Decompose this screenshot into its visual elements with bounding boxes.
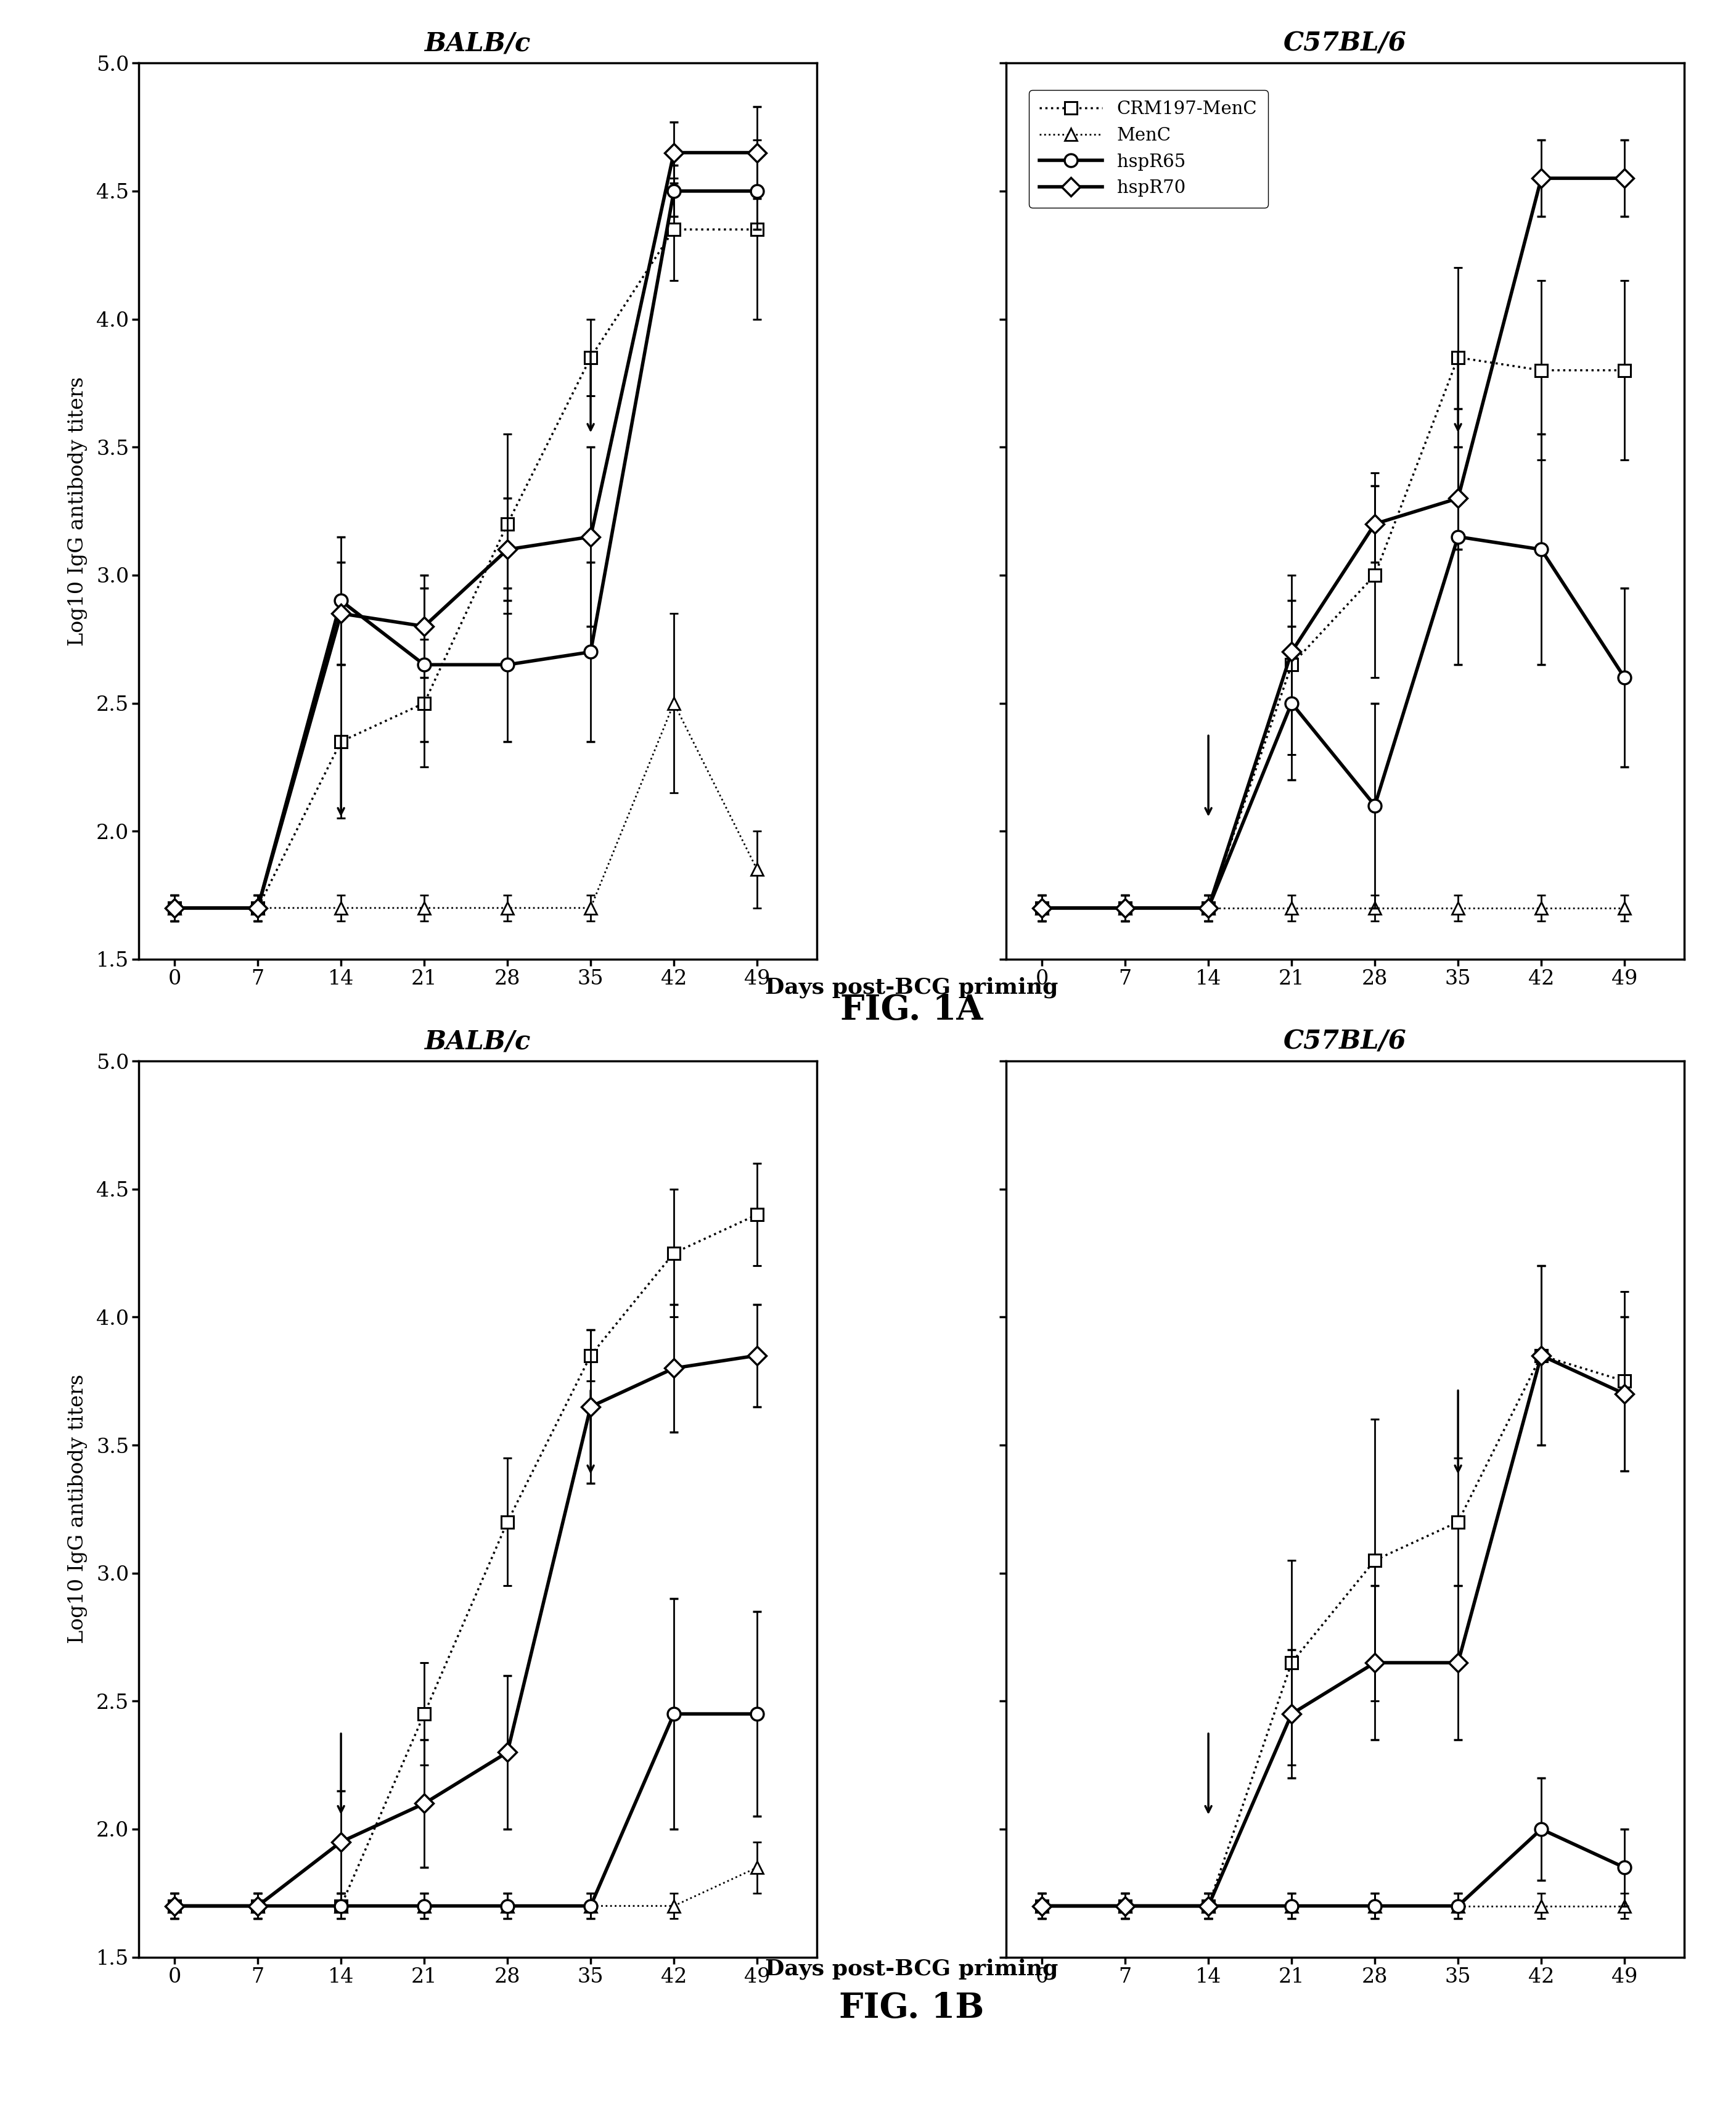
Title: BALB/c: BALB/c	[425, 32, 531, 57]
Text: Days post-BCG priming: Days post-BCG priming	[766, 1958, 1057, 1979]
Y-axis label: Log10 IgG antibody titers: Log10 IgG antibody titers	[68, 376, 87, 645]
Title: C57BL/6: C57BL/6	[1283, 1029, 1406, 1055]
Y-axis label: Log10 IgG antibody titers: Log10 IgG antibody titers	[68, 1374, 87, 1643]
Text: FIG. 1B: FIG. 1B	[838, 1992, 984, 2025]
Title: C57BL/6: C57BL/6	[1283, 32, 1406, 57]
Legend: CRM197-MenC, MenC, hspR65, hspR70: CRM197-MenC, MenC, hspR65, hspR70	[1029, 90, 1267, 208]
Title: BALB/c: BALB/c	[425, 1029, 531, 1055]
Text: Days post-BCG priming: Days post-BCG priming	[766, 977, 1057, 998]
Text: FIG. 1A: FIG. 1A	[840, 994, 983, 1027]
